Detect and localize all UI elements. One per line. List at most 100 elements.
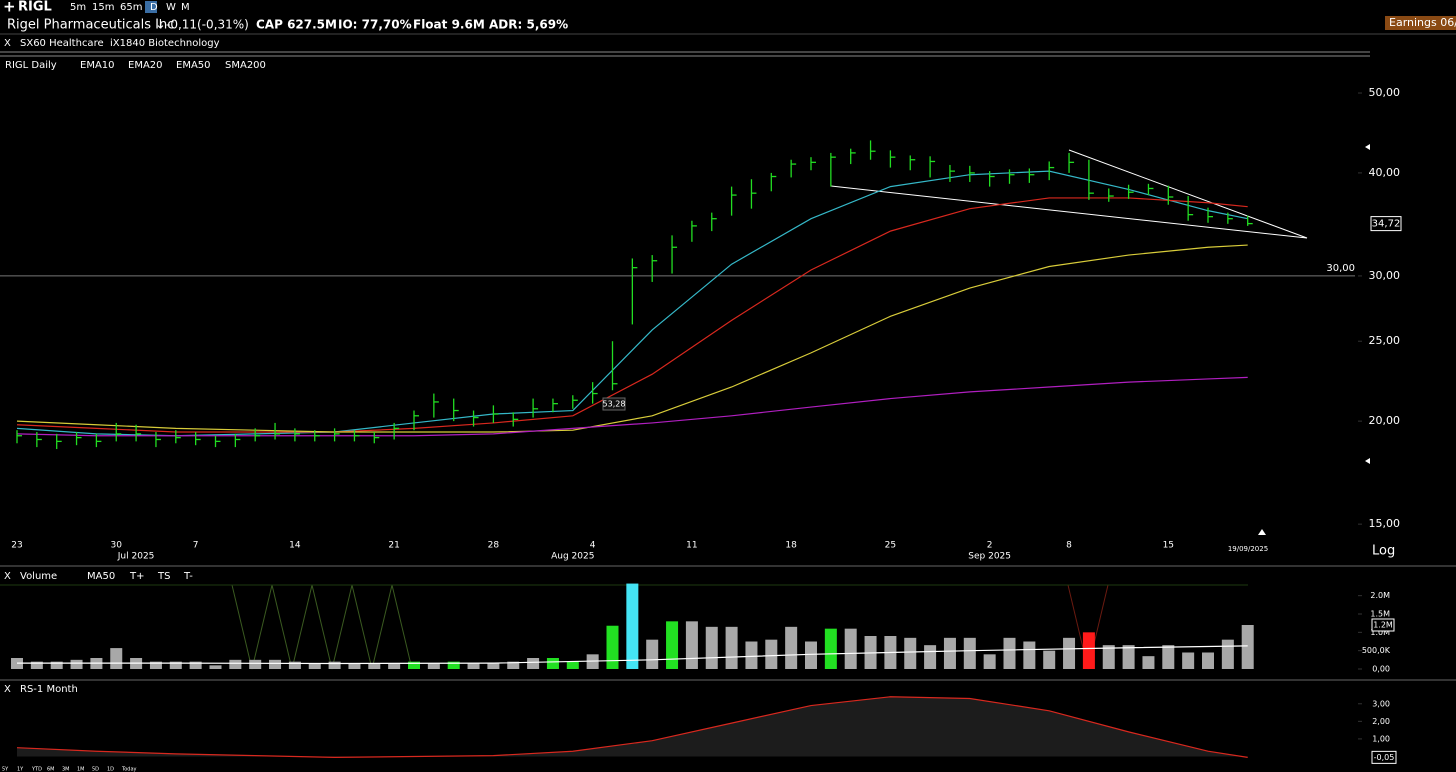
volume-bar — [50, 661, 63, 669]
volume-bar — [269, 659, 282, 669]
interval-button[interactable]: M — [181, 2, 190, 13]
x-tick-label: 28 — [488, 541, 500, 551]
legend-title[interactable]: RIGL Daily — [5, 60, 57, 71]
scroll-arrow[interactable] — [1365, 458, 1370, 464]
volume-bar — [745, 641, 758, 669]
volume-bar — [646, 639, 659, 669]
y-tick-label: 20,00 — [1369, 414, 1401, 427]
add-icon[interactable]: + — [3, 0, 16, 16]
volume-bar — [1241, 625, 1254, 669]
volume-bar — [70, 659, 83, 669]
volume-bar — [606, 625, 619, 669]
volume-ma — [17, 645, 1248, 665]
close-button[interactable]: X — [4, 38, 11, 49]
x-tick-label: 14 — [289, 541, 301, 551]
range-button[interactable]: YTD — [31, 767, 42, 772]
interval-button[interactable]: D — [150, 2, 158, 13]
volume-bar — [824, 628, 837, 669]
legend-entry[interactable]: EMA50 — [176, 60, 211, 71]
volume-bar — [566, 661, 579, 669]
y-tick-label: 2.0M — [1370, 591, 1390, 600]
close-button[interactable]: X — [4, 571, 11, 582]
volume-bar — [110, 648, 123, 669]
volume-bar — [487, 663, 500, 669]
signal-line — [231, 584, 413, 670]
float: Float 9.6M — [413, 18, 485, 32]
institutional-ownership: IO: 77,70% — [338, 18, 412, 32]
legend-entry[interactable]: EMA20 — [128, 60, 163, 71]
volume-bar — [1102, 645, 1115, 669]
market-cap: CAP 627.5M — [256, 18, 337, 32]
legend-title[interactable]: RS-1 Month — [20, 684, 78, 695]
down-arrow: ↓ — [155, 18, 166, 33]
y-tick-label: 50,00 — [1369, 86, 1401, 99]
scroll-arrow[interactable] — [1258, 529, 1266, 535]
volume-bar — [1221, 639, 1234, 669]
volume-bar — [1023, 641, 1036, 669]
legend-title[interactable]: Volume — [20, 571, 57, 582]
range-button[interactable]: 3M — [62, 767, 70, 772]
sector[interactable]: SX60 Healthcare — [20, 38, 104, 49]
adr: ADR: 5,69% — [489, 18, 568, 32]
y-tick-label: 1,00 — [1372, 734, 1390, 743]
volume-bar — [666, 621, 679, 669]
volume-bar — [30, 661, 43, 669]
range-button[interactable]: 1Y — [17, 767, 24, 772]
interval-button[interactable]: 5m — [70, 2, 86, 13]
industry[interactable]: iX1840 Biotechnology — [110, 38, 220, 49]
symbol: RIGL — [18, 0, 52, 15]
legend-entry[interactable]: T- — [183, 571, 193, 582]
volume-bar — [1162, 645, 1175, 669]
volume-bar — [705, 626, 718, 669]
volume-bar — [507, 661, 520, 669]
close-button[interactable]: X — [4, 684, 11, 695]
last-price-tag — [1370, 216, 1402, 232]
last-price-label: 34,72 — [1372, 219, 1401, 230]
range-button[interactable]: 5D — [92, 767, 99, 772]
trendline — [1068, 149, 1308, 239]
volume-bar — [328, 661, 341, 669]
moving-average — [16, 376, 1248, 437]
last-volume-tag — [1371, 618, 1395, 632]
y-tick-label: 2,00 — [1372, 717, 1390, 726]
y-tick-label: 1.5M — [1370, 610, 1390, 619]
volume-bar — [1082, 632, 1095, 669]
interval-button[interactable]: 15m — [92, 2, 114, 13]
volume-bar — [546, 658, 559, 669]
volume-bar — [805, 641, 817, 669]
company-name: Rigel Pharmaceuticals Inc — [7, 18, 174, 33]
y-tick-label: 3,00 — [1372, 699, 1390, 708]
range-button[interactable]: 1M — [77, 767, 85, 772]
y-tick-label: 25,00 — [1369, 334, 1401, 347]
y-tick-label: 0,00 — [1372, 665, 1390, 674]
volume-bar — [209, 665, 222, 669]
rs-line — [16, 696, 1248, 758]
range-button[interactable]: 6M — [47, 767, 55, 772]
x-tick-label: 7 — [193, 541, 199, 551]
range-button[interactable]: 5Y — [2, 767, 9, 772]
interval-button[interactable]: 65m — [120, 2, 142, 13]
date-label: 19/09/2025 — [1228, 545, 1268, 553]
legend-entry[interactable]: T+ — [129, 571, 145, 582]
y-tick-label: 500,0K — [1362, 646, 1391, 655]
legend-entry[interactable]: MA50 — [87, 571, 115, 582]
x-tick-label: 11 — [686, 541, 697, 551]
x-tick-label: 2 — [987, 541, 993, 551]
volume-bar — [447, 661, 460, 669]
last-rs-tag — [1371, 750, 1397, 764]
x-tick-label: 18 — [785, 541, 797, 551]
legend-entry[interactable]: TS — [157, 571, 170, 582]
legend-entry[interactable]: SMA200 — [225, 60, 266, 71]
volume-bar — [785, 626, 798, 669]
moving-average — [16, 197, 1248, 433]
last-rs-label: -0,05 — [1374, 753, 1395, 762]
range-button[interactable]: 1D — [107, 767, 114, 772]
scroll-arrow[interactable] — [1365, 144, 1370, 150]
y-tick-label: 30,00 — [1369, 269, 1401, 282]
range-button[interactable]: Today — [121, 767, 137, 772]
interval-button[interactable]: W — [166, 2, 176, 13]
scale-toggle[interactable]: Log — [1372, 544, 1395, 559]
legend-entry[interactable]: EMA10 — [80, 60, 115, 71]
earnings: Earnings 06/ — [1389, 16, 1456, 29]
